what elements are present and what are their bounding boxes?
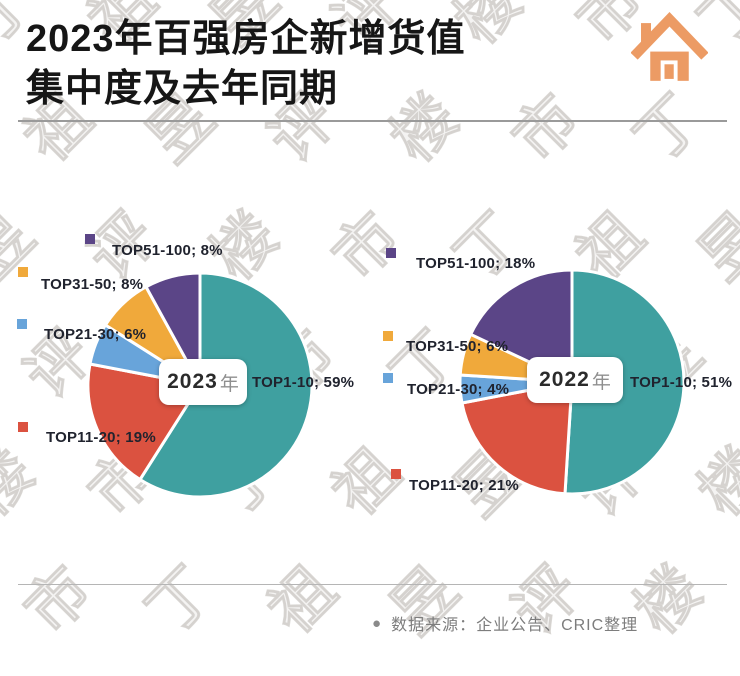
legend-marker-top51-100-2022 (386, 248, 396, 258)
watermark-glyph: 丁 (134, 554, 228, 648)
slice-label-top21-30-2022: TOP21-30; 4% (407, 381, 510, 398)
pie-chart-2023 (86, 271, 314, 499)
watermark-glyph: 祖 (256, 554, 350, 648)
legend-marker-top11-20 (18, 422, 28, 432)
slice-label-top1-10: TOP1-10; 59% (252, 374, 355, 391)
pie-slice-top11-20-2022年 (460, 380, 574, 496)
header-divider (18, 120, 727, 122)
center-year-suffix-2023: 年 (219, 373, 239, 395)
house-icon (631, 12, 708, 83)
watermark-glyph: 祖 (320, 436, 414, 530)
slice-label-top11-20-2022: TOP11-20; 21% (409, 477, 519, 494)
slice-label-top51-100-2022: TOP51-100; 18% (416, 255, 536, 272)
legend-marker-top31-50-2022 (383, 331, 393, 341)
watermark-glyph: 昱 (686, 200, 740, 294)
legend-marker-top21-30 (17, 319, 27, 329)
pie-slice-top1-10-2022年 (563, 268, 686, 496)
slice-label-top1-10-2022: TOP1-10; 51% (630, 374, 733, 391)
center-year-2023: 2023 (167, 370, 218, 393)
pie-center-label-2023: 2023 年 (159, 359, 247, 405)
legend-marker-top11-20-2022 (391, 469, 401, 479)
watermark-glyph: 丁 (622, 82, 716, 176)
center-year-2022: 2022 (539, 368, 590, 391)
watermark-glyph: 市 (500, 82, 594, 176)
legend-marker-top21-30-2022 (383, 373, 393, 383)
page-title: 2023年百强房企新增货值 集中度及去年同期 (26, 14, 466, 114)
center-year-suffix-2022: 年 (591, 371, 611, 393)
pie-center-label-2022: 2022 年 (527, 357, 623, 403)
watermark-glyph: 市 (320, 200, 414, 294)
slice-label-top31-50-2022: TOP31-50; 6% (406, 338, 509, 355)
footer-divider (18, 584, 727, 585)
legend-marker-top51-100 (85, 234, 95, 244)
legend-marker-top31-50 (18, 267, 28, 277)
pie-slice-top51-100-2022年 (469, 268, 574, 384)
slice-label-top51-100: TOP51-100; 8% (112, 242, 223, 259)
slice-label-top31-50: TOP31-50; 8% (41, 276, 144, 293)
source-text: 数据来源：企业公告、CRIC整理 (391, 617, 639, 634)
watermark-glyph: 市 (12, 554, 106, 648)
page-title-line1: 2023年百强房企新增货值 (26, 18, 466, 60)
bullet-icon: ● (372, 614, 382, 632)
pie-slice-top51-100-2023年 (144, 271, 202, 387)
watermark-glyph: 楼 (0, 436, 47, 530)
watermark-glyph: 昱 (0, 200, 47, 294)
page-title-line2: 集中度及去年同期 (26, 68, 339, 110)
slice-label-top21-30: TOP21-30; 6% (44, 326, 147, 343)
slice-label-top11-20: TOP11-20; 19% (46, 429, 156, 446)
watermark-glyph: 楼 (686, 436, 740, 530)
source-note: ● 数据来源：企业公告、CRIC整理 (372, 611, 638, 635)
watermark-glyph: 楼 (622, 554, 716, 648)
